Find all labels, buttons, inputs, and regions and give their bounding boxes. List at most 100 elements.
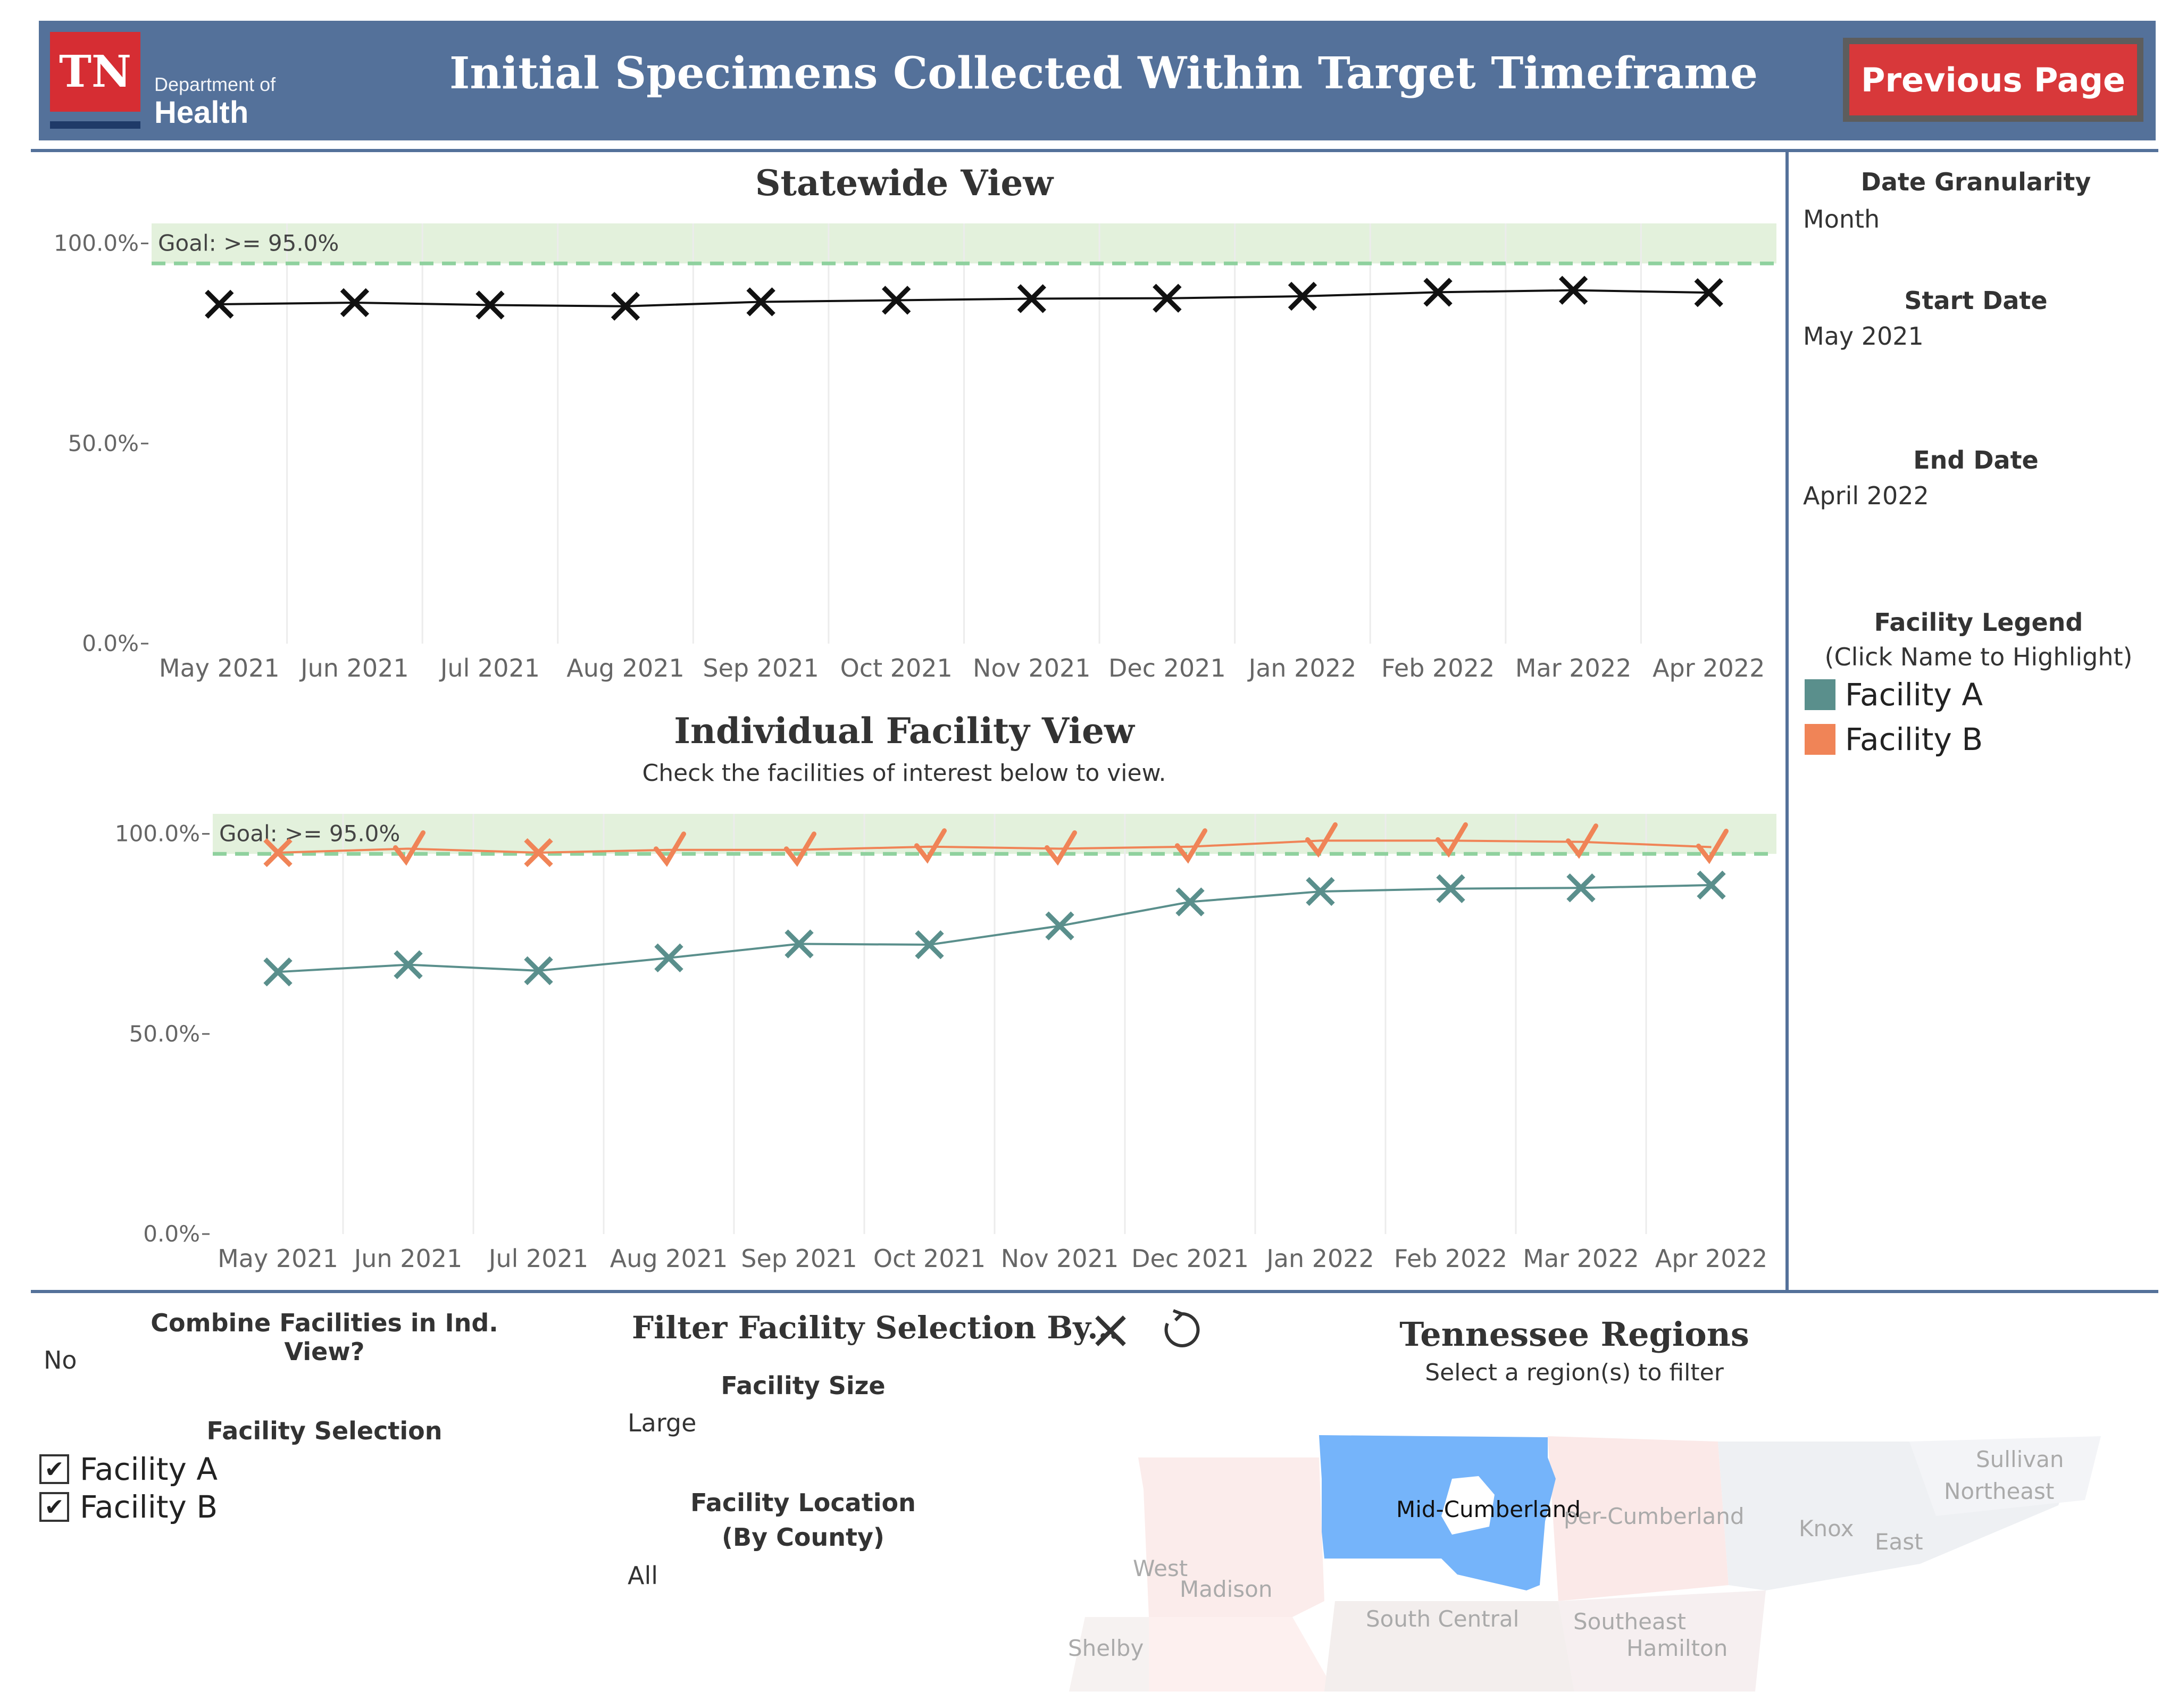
x-tick-label: Jul 2021 (439, 654, 540, 682)
close-icon[interactable] (1089, 1310, 1132, 1352)
facility-size-value[interactable]: Large (628, 1409, 697, 1437)
facility-b-checkbox-row[interactable]: ✔ Facility B (39, 1489, 218, 1525)
facility-location-value[interactable]: All (628, 1561, 658, 1590)
data-point-stroke (475, 290, 505, 320)
data-point-stroke (1694, 278, 1723, 307)
legend-swatch (1805, 679, 1835, 710)
data-point-check (1305, 822, 1338, 858)
x-tick-label: Sep 2021 (703, 654, 819, 682)
data-point-check (654, 831, 686, 867)
data-point-check (1566, 823, 1598, 859)
x-tick-label: Nov 2021 (973, 654, 1090, 682)
facility-a-checkbox-row[interactable]: ✔ Facility A (39, 1451, 218, 1487)
data-point-stroke (882, 286, 911, 315)
series-line (278, 839, 1712, 854)
data-point-stroke (1045, 911, 1074, 940)
region-west[interactable] (1138, 1457, 1324, 1617)
start-date-label: Start Date (1904, 286, 2048, 315)
check-icon[interactable]: ✔ (39, 1454, 69, 1484)
data-point-stroke (611, 291, 640, 321)
data-point-stroke (785, 929, 814, 959)
data-point-stroke (1017, 284, 1046, 313)
logo-department-text: Department of (154, 73, 276, 95)
data-point-x (785, 929, 814, 959)
end-date-value[interactable]: April 2022 (1803, 481, 1929, 510)
map-label-southeast: Southeast (1573, 1609, 1686, 1635)
data-point-x (524, 956, 553, 986)
combine-facilities-label: Combine Facilities in Ind. View? (151, 1309, 498, 1366)
data-point-stroke (340, 288, 370, 318)
x-tick-label: Sep 2021 (741, 1244, 857, 1273)
data-point-stroke (205, 289, 234, 319)
data-point-check (393, 830, 425, 866)
filter-title: Filter Facility Selection By... (632, 1310, 1120, 1346)
x-tick-label: Oct 2021 (873, 1244, 986, 1273)
data-point-check (784, 831, 816, 867)
region-upper-cumberland[interactable] (1548, 1436, 1729, 1601)
x-tick-label: Apr 2022 (1653, 654, 1765, 682)
data-point-stroke (524, 956, 553, 986)
series-line (219, 289, 1709, 307)
map-subtitle: Select a region(s) to filter (1425, 1359, 1724, 1386)
y-tick-label: 100.0% (115, 821, 200, 847)
data-point-x (1423, 278, 1453, 307)
legend-label: Facility A (1845, 677, 1983, 713)
data-point-x (1045, 911, 1074, 940)
y-tick-label: 100.0% (54, 230, 139, 256)
data-point-x (1558, 276, 1588, 305)
x-tick-label: Mar 2022 (1523, 1244, 1639, 1273)
combine-facilities-value[interactable]: No (44, 1346, 77, 1374)
data-point-x (340, 288, 370, 318)
facility-b-check-label: Facility B (80, 1489, 218, 1525)
region-madison[interactable] (1149, 1617, 1335, 1692)
map-label-hamilton: Hamilton (1626, 1635, 1728, 1661)
goal-label: Goal: >= 95.0% (219, 821, 400, 847)
tennessee-map[interactable]: Mid-Cumberland per-Cumberland Sullivan N… (1058, 1426, 2122, 1702)
map-label-sullivan: Sullivan (1976, 1446, 2064, 1472)
map-label-upper-cumberland: per-Cumberland (1564, 1503, 1745, 1529)
data-point-check (1175, 828, 1207, 864)
legend-label: Facility B (1845, 721, 1983, 757)
region-shelby[interactable] (1069, 1617, 1149, 1692)
data-point-stroke (746, 287, 775, 316)
page-title: Initial Specimens Collected Within Targe… (449, 48, 1758, 99)
map-label-east: East (1875, 1529, 1923, 1555)
data-point-stroke (524, 838, 553, 868)
x-tick-label: May 2021 (159, 654, 280, 682)
region-south-central[interactable] (1324, 1601, 1574, 1692)
data-point-x (263, 838, 293, 868)
logo-stripe (50, 121, 140, 129)
legend-item-facility-a[interactable]: Facility A (1805, 677, 1983, 713)
data-point-stroke (1436, 874, 1465, 903)
header-bar (39, 21, 2156, 140)
data-point-x (475, 290, 505, 320)
x-tick-label: Feb 2022 (1381, 654, 1495, 682)
reset-icon[interactable] (1158, 1307, 1204, 1353)
facility-size-label: Facility Size (721, 1371, 886, 1400)
data-point-x (1436, 874, 1465, 903)
legend-item-facility-b[interactable]: Facility B (1805, 721, 1983, 757)
series-line (278, 884, 1712, 973)
legend-swatch (1805, 724, 1835, 755)
x-tick-label: Jan 2022 (1265, 1244, 1374, 1273)
region-southeast[interactable] (1558, 1590, 1766, 1692)
statewide-chart: Goal: >= 95.0% 100.0% 50.0% 0.0% May 2021 Jun… (54, 223, 1776, 682)
map-label-west: West (1133, 1555, 1188, 1581)
data-point-x (1306, 877, 1335, 906)
start-date-value[interactable]: May 2021 (1803, 322, 1924, 351)
x-tick-label: Dec 2021 (1108, 654, 1226, 682)
data-point-x (1697, 870, 1726, 900)
data-point-stroke (394, 950, 423, 979)
data-point-stroke (1697, 870, 1726, 900)
previous-page-button[interactable]: Previous Page (1843, 38, 2143, 122)
tn-logo: TN (50, 32, 140, 112)
facility-location-sublabel: (By County) (722, 1523, 884, 1552)
x-tick-label: Feb 2022 (1394, 1244, 1507, 1273)
data-point-check (914, 828, 947, 864)
check-icon[interactable]: ✔ (39, 1492, 69, 1522)
date-granularity-value[interactable]: Month (1803, 205, 1880, 234)
goal-label: Goal: >= 95.0% (158, 230, 339, 256)
side-divider (1785, 149, 1789, 1293)
region-northeast[interactable] (1909, 1436, 2101, 1516)
region-mid-cumberland[interactable] (1319, 1435, 1556, 1590)
